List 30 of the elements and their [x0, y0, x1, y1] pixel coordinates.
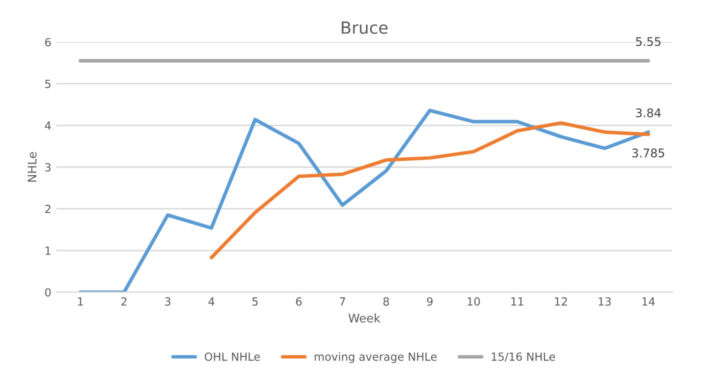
chart-title: Bruce [342, 22, 388, 34]
x-tick-label: 13 [598, 297, 611, 306]
data-label: 3.84 [636, 108, 661, 118]
y-axis-title: NHLe [28, 152, 37, 182]
y-tick-label: 4 [44, 122, 51, 130]
x-tick-label: 5 [252, 297, 258, 306]
x-tick-label: 10 [468, 297, 480, 306]
y-tick-label: 6 [45, 38, 51, 46]
x-axis-title: Week [348, 313, 380, 323]
x-tick-label: 4 [208, 297, 214, 306]
legend-label: moving average NHLe [314, 352, 437, 364]
data-label: 5.55 [636, 37, 660, 46]
y-tick-label: 5 [45, 80, 50, 88]
y-tick-label: 2 [45, 204, 50, 214]
y-tick-label: 3 [45, 163, 51, 172]
y-tick-label: 0 [45, 288, 51, 297]
data-label: 3.785 [632, 148, 664, 158]
x-tick-label: 3 [165, 297, 170, 306]
x-tick-label: 6 [296, 297, 302, 306]
x-tick-label: 9 [427, 297, 433, 306]
legend-label: 15/16 NHLe [492, 352, 556, 362]
x-tick-label: 12 [555, 297, 567, 306]
x-tick-label: 8 [383, 297, 389, 306]
x-tick-label: 2 [121, 297, 126, 306]
x-tick-label: 7 [340, 297, 346, 306]
y-tick-label: 1 [46, 246, 50, 255]
x-tick-label: 14 [642, 297, 655, 306]
x-tick-label: 1 [78, 297, 83, 306]
legend-label: OHL NHLe [204, 352, 260, 361]
x-tick-label: 11 [511, 297, 524, 306]
